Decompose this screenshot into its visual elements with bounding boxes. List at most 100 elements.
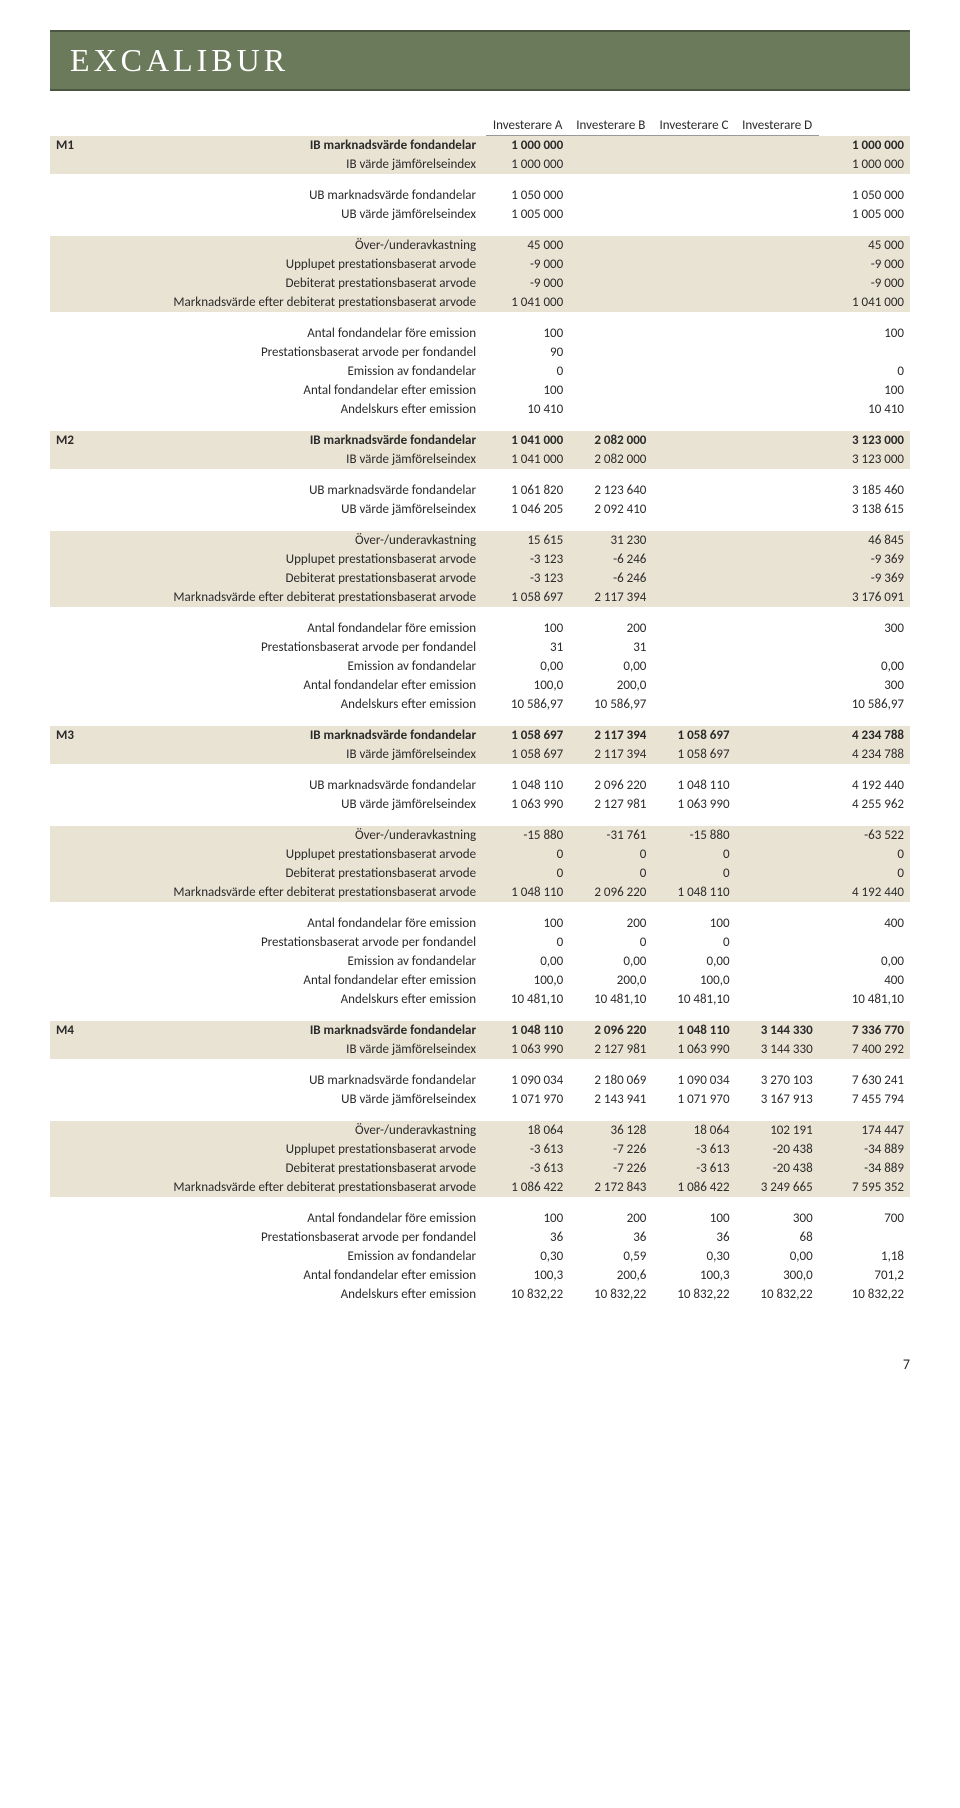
- value-cell: -3 613: [652, 1159, 735, 1178]
- total-cell: 400: [819, 914, 910, 933]
- value-cell: 0,00: [569, 657, 652, 676]
- row-label: Marknadsvärde efter debiterat prestation…: [91, 1178, 487, 1197]
- table-row: Prestationsbaserat arvode per fondandel0…: [50, 933, 910, 952]
- value-cell: 0,59: [569, 1247, 652, 1266]
- period-cell: [50, 971, 91, 990]
- value-cell: 0,00: [486, 952, 569, 971]
- value-cell: 45 000: [486, 236, 569, 255]
- total-cell: 0,00: [819, 657, 910, 676]
- row-label: Antal fondandelar efter emission: [91, 1266, 487, 1285]
- value-cell: 1 063 990: [486, 1040, 569, 1059]
- value-cell: 1 046 205: [486, 500, 569, 519]
- value-cell: [569, 381, 652, 400]
- value-cell: [652, 500, 735, 519]
- value-cell: [652, 136, 735, 156]
- row-label: Upplupet prestationsbaserat arvode: [91, 255, 487, 274]
- value-cell: 1 071 970: [652, 1090, 735, 1109]
- value-cell: -3 613: [652, 1140, 735, 1159]
- value-cell: 2 096 220: [569, 1021, 652, 1040]
- col-header-c: Investerare C: [652, 116, 735, 136]
- table-row: UB värde jämförelseindex1 071 9702 143 9…: [50, 1090, 910, 1109]
- value-cell: 2 117 394: [569, 726, 652, 745]
- table-row: Över-/underavkastning45 00045 000: [50, 236, 910, 255]
- total-cell: [819, 638, 910, 657]
- spacer-row: [50, 1109, 910, 1121]
- table-row: UB värde jämförelseindex1 063 9902 127 9…: [50, 795, 910, 814]
- period-cell: [50, 531, 91, 550]
- value-cell: 1 050 000: [486, 186, 569, 205]
- value-cell: -6 246: [569, 569, 652, 588]
- value-cell: 100,0: [486, 971, 569, 990]
- period-cell: M4: [50, 1021, 91, 1040]
- table-row: Antal fondandelar efter emission100,0200…: [50, 971, 910, 990]
- value-cell: 2 092 410: [569, 500, 652, 519]
- period-cell: [50, 400, 91, 419]
- value-cell: -3 613: [486, 1159, 569, 1178]
- period-cell: [50, 362, 91, 381]
- total-cell: 1 005 000: [819, 205, 910, 224]
- value-cell: 1 058 697: [486, 726, 569, 745]
- table-row: IB värde jämförelseindex1 041 0002 082 0…: [50, 450, 910, 469]
- period-cell: [50, 864, 91, 883]
- total-cell: 7 400 292: [819, 1040, 910, 1059]
- table-row: Antal fondandelar före emission100200100…: [50, 1209, 910, 1228]
- value-cell: [736, 324, 819, 343]
- value-cell: 200,0: [569, 971, 652, 990]
- table-row: Över-/underavkastning15 61531 23046 845: [50, 531, 910, 550]
- period-cell: [50, 1159, 91, 1178]
- value-cell: 102 191: [736, 1121, 819, 1140]
- spacer-row: [50, 814, 910, 826]
- value-cell: [736, 588, 819, 607]
- value-cell: [569, 236, 652, 255]
- period-cell: [50, 1040, 91, 1059]
- table-row: Marknadsvärde efter debiterat prestation…: [50, 1178, 910, 1197]
- value-cell: 1 086 422: [652, 1178, 735, 1197]
- table-row: Debiterat prestationsbaserat arvode-9 00…: [50, 274, 910, 293]
- value-cell: [652, 362, 735, 381]
- period-cell: [50, 550, 91, 569]
- value-cell: [652, 619, 735, 638]
- value-cell: 31: [486, 638, 569, 657]
- row-label: UB värde jämförelseindex: [91, 1090, 487, 1109]
- table-row: Över-/underavkastning-15 880-31 761-15 8…: [50, 826, 910, 845]
- table-row: Upplupet prestationsbaserat arvode-9 000…: [50, 255, 910, 274]
- col-header-b: Investerare B: [569, 116, 652, 136]
- value-cell: [736, 293, 819, 312]
- period-cell: [50, 795, 91, 814]
- row-label: IB värde jämförelseindex: [91, 155, 487, 174]
- value-cell: -7 226: [569, 1140, 652, 1159]
- value-cell: [569, 362, 652, 381]
- value-cell: 10 586,97: [569, 695, 652, 714]
- row-label: Debiterat prestationsbaserat arvode: [91, 864, 487, 883]
- total-cell: [819, 1228, 910, 1247]
- value-cell: 0,30: [486, 1247, 569, 1266]
- table-row: Debiterat prestationsbaserat arvode0000: [50, 864, 910, 883]
- total-cell: 1 000 000: [819, 136, 910, 156]
- value-cell: [652, 293, 735, 312]
- total-cell: 7 455 794: [819, 1090, 910, 1109]
- value-cell: -15 880: [486, 826, 569, 845]
- value-cell: [736, 776, 819, 795]
- value-cell: 200: [569, 619, 652, 638]
- row-label: Emission av fondandelar: [91, 952, 487, 971]
- value-cell: 200: [569, 914, 652, 933]
- period-cell: [50, 883, 91, 902]
- period-cell: [50, 205, 91, 224]
- row-label: IB värde jämförelseindex: [91, 1040, 487, 1059]
- total-cell: 4 192 440: [819, 883, 910, 902]
- value-cell: 10 832,22: [736, 1285, 819, 1304]
- table-row: Emission av fondandelar0,000,000,00: [50, 657, 910, 676]
- period-cell: [50, 186, 91, 205]
- value-cell: 100: [486, 619, 569, 638]
- period-cell: [50, 619, 91, 638]
- table-row: M1IB marknadsvärde fondandelar1 000 0001…: [50, 136, 910, 156]
- value-cell: 10 481,10: [486, 990, 569, 1009]
- spacer-row: [50, 1059, 910, 1071]
- value-cell: [736, 274, 819, 293]
- total-cell: 700: [819, 1209, 910, 1228]
- spacer-row: [50, 714, 910, 726]
- total-cell: 1,18: [819, 1247, 910, 1266]
- row-label: Över-/underavkastning: [91, 236, 487, 255]
- value-cell: [652, 343, 735, 362]
- row-label: UB värde jämförelseindex: [91, 500, 487, 519]
